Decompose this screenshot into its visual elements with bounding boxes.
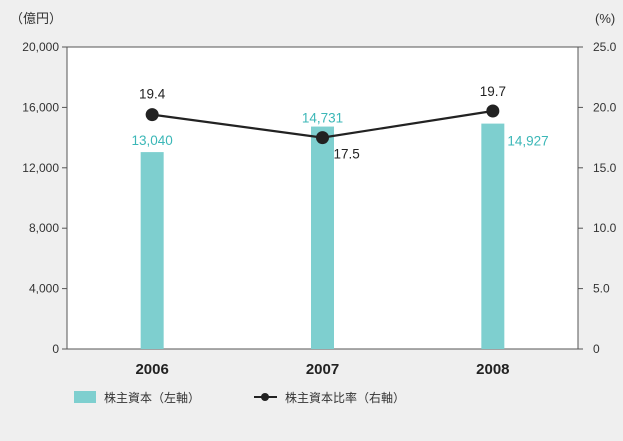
legend-line-marker xyxy=(261,393,269,401)
right-axis-tick-label: 20.0 xyxy=(593,100,617,114)
labels-layer: 2006 2007 2008 13,040 14,731 14,927 19.4 17.5 19… xyxy=(132,84,549,378)
left-axis-tick-label: 0 xyxy=(52,342,59,356)
right-axis-tick-label: 15.0 xyxy=(593,161,617,175)
bar xyxy=(311,126,334,350)
line-point xyxy=(145,108,159,122)
bar-value-label: 14,731 xyxy=(302,111,343,126)
bar xyxy=(140,152,164,349)
bars-layer xyxy=(140,123,505,350)
line-value-label: 17.5 xyxy=(334,147,360,162)
legend-line-label: 株主資本比率（右軸） xyxy=(285,390,405,405)
left-axis-tick-label: 20,000 xyxy=(22,40,59,54)
legend-bar-label: 株主資本（左軸） xyxy=(104,390,200,405)
left-axis-tick-label: 16,000 xyxy=(22,100,59,114)
legend-bar-swatch xyxy=(74,391,96,403)
axis-ticks-layer: 0 4,000 8,000 12,000 16,000 20,000 0 5.0 10.0 15.… xyxy=(22,40,616,356)
category-label: 2006 xyxy=(135,361,168,378)
right-axis-unit: (%) xyxy=(595,11,615,26)
left-axis-tick-label: 8,000 xyxy=(29,221,59,235)
bar xyxy=(481,123,505,350)
left-axis-tick-label: 4,000 xyxy=(29,282,59,296)
category-label: 2008 xyxy=(476,361,509,378)
right-axis-tick-label: 10.0 xyxy=(593,221,617,235)
right-axis-tick-label: 5.0 xyxy=(593,282,610,296)
right-axis-tick-label: 25.0 xyxy=(593,40,617,54)
legend: 株主資本（左軸） 株主資本比率（右軸） xyxy=(74,390,405,405)
left-axis-unit: （億円） xyxy=(10,11,62,26)
line-layer xyxy=(145,104,500,145)
right-axis-tick-label: 0 xyxy=(593,342,600,356)
category-label: 2007 xyxy=(306,361,339,378)
line-value-label: 19.7 xyxy=(480,84,506,99)
left-axis-tick-label: 12,000 xyxy=(22,161,59,175)
line-value-label: 19.4 xyxy=(139,87,166,102)
line-point xyxy=(316,131,329,145)
bar-value-label: 13,040 xyxy=(132,133,173,148)
bar-value-label: 14,927 xyxy=(507,134,548,149)
line-point xyxy=(486,104,500,118)
